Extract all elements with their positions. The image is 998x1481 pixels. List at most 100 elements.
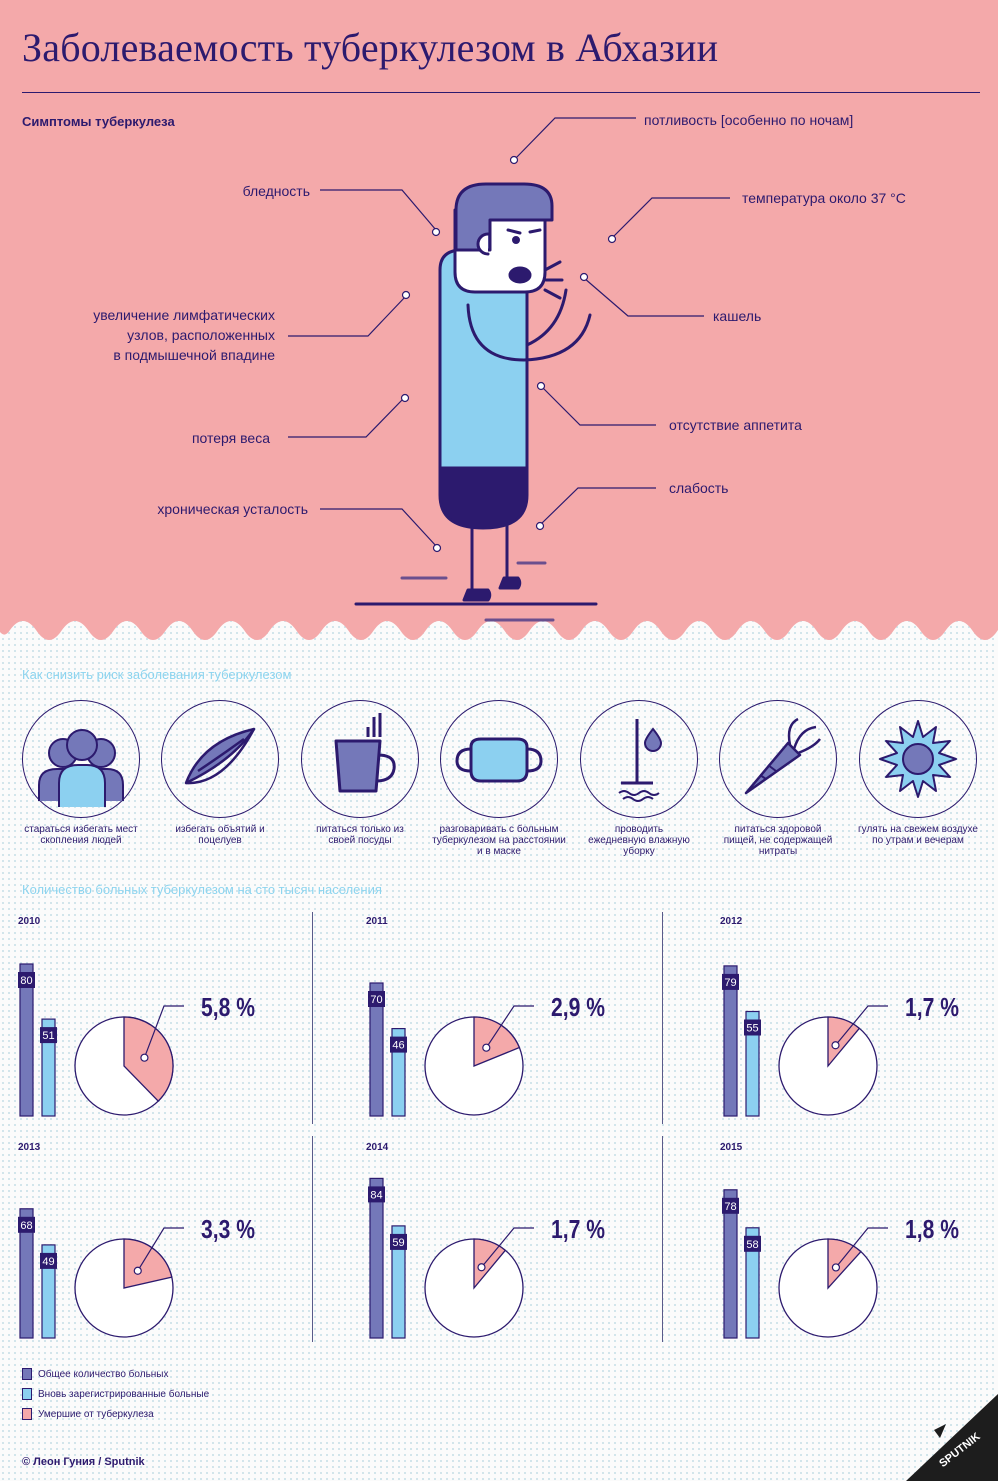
bar-total-2010 [19, 963, 34, 1117]
prevention-item-kisses [161, 700, 279, 818]
bar-total-label-bg [722, 1197, 739, 1214]
symptom-lymph-line3: в подмышечной впадине [113, 347, 275, 363]
bar-total-2015 [723, 1189, 738, 1339]
bar-new-value-2012: 55 [746, 1023, 758, 1035]
symptom-lymph-line1: увеличение лимфатических [93, 307, 275, 323]
prevention-caption-fresh-air: гулять на свежем воздухе по утрам и вече… [843, 824, 993, 846]
bar-total-value-2015: 78 [724, 1201, 736, 1213]
bar-new-value-2011: 46 [392, 1040, 404, 1052]
pie-callout-dot [133, 1266, 142, 1275]
sun-icon [859, 700, 977, 818]
legend-item-new: Вновь зарегистрированные больные [22, 1387, 209, 1401]
legend-swatch [22, 1368, 32, 1380]
bar-total-label-bg [722, 973, 739, 990]
lips-icon [161, 700, 279, 818]
legend-label: Общее количество больных [38, 1368, 169, 1380]
bar-new-value-2014: 59 [392, 1237, 404, 1249]
prevention-item-fresh-air [859, 700, 977, 818]
caption-line: проводить [614, 824, 664, 835]
bar-new-label-bg [390, 1233, 407, 1250]
deaths-percent-2011: 2,9 % [551, 992, 605, 1022]
caption-line: гулять на свежем воздухе [858, 824, 978, 835]
pie-callout-line [481, 1227, 534, 1268]
prevention-caption-cleaning: проводить ежедневную влажную уборку [564, 824, 714, 857]
pie-slice-deaths-2013 [123, 1238, 173, 1289]
year-label-2014: 2014 [366, 1142, 389, 1153]
bar-new-label-bg [744, 1235, 761, 1252]
caption-line: туберкулезом на расстоянии [432, 835, 566, 846]
symptoms-panel [0, 0, 998, 640]
title-divider [22, 92, 980, 93]
pie-callout-dot [831, 1263, 841, 1272]
legend-label: Вновь зарегистрированные больные [38, 1388, 210, 1400]
caption-line: уборку [623, 846, 655, 857]
prevention-caption-kisses: избегать объятий и поцелуев [145, 824, 295, 846]
pie-slice-deaths-2015 [827, 1238, 862, 1290]
pie-callout-line [137, 1227, 184, 1272]
caption-line: по утрам и вечерам [872, 835, 964, 846]
bar-total-2012 [723, 965, 738, 1117]
cup-icon [301, 700, 419, 818]
prevention-heading: Как снизить риск заболевания туберкулезо… [22, 667, 292, 682]
pie-callout-line [143, 1005, 184, 1058]
pie-callout-dot [140, 1053, 149, 1062]
credit: © Леон Гуния / Sputnik [22, 1456, 145, 1468]
prevention-item-crowds [22, 700, 140, 818]
symptoms-heading: Симптомы туберкулеза [22, 114, 175, 129]
pie-callout-line [835, 1227, 888, 1268]
legend-swatch [22, 1388, 32, 1400]
pie-callout-line [835, 1005, 888, 1046]
legend-swatch [22, 1408, 32, 1420]
pie-callout-dot [477, 1263, 486, 1272]
caption-line: своей посуды [328, 835, 392, 846]
bar-total-label-bg [18, 1216, 35, 1233]
pie-callout-dot [831, 1041, 840, 1050]
coughing-person-illustration [354, 182, 598, 622]
page-title: Заболеваемость туберкулезом в Абхазии [22, 25, 719, 70]
bar-total-value-2010: 80 [20, 975, 32, 987]
legend-label: Умершие от туберкулеза [38, 1408, 154, 1420]
deaths-percent-2015: 1,8 % [905, 1214, 959, 1244]
year-label-2012: 2012 [720, 916, 743, 927]
year-label-2010: 2010 [18, 916, 41, 927]
sputnik-logo: SPUTNIK [906, 1394, 998, 1481]
caption-line: питаться только из [316, 824, 404, 835]
stats-heading: Количество больных туберкулезом на сто т… [22, 882, 382, 897]
bar-total-label-bg [368, 991, 385, 1007]
bar-new-label-bg [40, 1252, 57, 1269]
bar-new-2015 [745, 1227, 760, 1339]
symptom-leader-dots [400, 155, 617, 553]
chart-2015: 78 58 1,8 % [722, 1189, 959, 1339]
prevention-item-cleaning [580, 700, 698, 818]
symptom-no-appetite: отсутствие аппетита [669, 417, 802, 433]
bar-new-2014 [391, 1225, 406, 1339]
caption-line: скопления людей [40, 835, 122, 846]
column-divider [312, 1136, 313, 1342]
legend-item-total: Общее количество больных [22, 1367, 169, 1381]
chart-2014: 84 59 1,7 % [368, 1177, 605, 1339]
column-divider [662, 912, 663, 1124]
deaths-percent-2012: 1,7 % [905, 992, 959, 1022]
bar-total-label-bg [18, 972, 35, 988]
symptom-chronic-fatigue: хроническая усталость [157, 501, 308, 517]
bar-new-2012 [745, 1010, 760, 1117]
bar-new-2010 [41, 1018, 56, 1117]
caption-line: и в маске [477, 846, 521, 857]
bar-new-value-2013: 49 [42, 1256, 54, 1268]
chart-2013: 68 49 3,3 % [18, 1208, 255, 1339]
symptom-sweating: потливость [особенно по ночам] [644, 112, 854, 128]
pie-callout-line [485, 1005, 534, 1049]
pie-slice-deaths-2014 [473, 1238, 507, 1290]
prevention-item-food [719, 700, 837, 818]
column-divider [312, 912, 313, 1124]
mop-icon [580, 700, 698, 818]
symptom-weakness: слабость [669, 480, 729, 496]
symptom-lymph-line2: узлов, расположенных [127, 327, 275, 343]
chart-2012: 79 55 1,7 % [722, 965, 959, 1117]
bar-new-value-2010: 51 [42, 1030, 54, 1042]
chart-2010: 80 51 5,8 % [18, 963, 255, 1117]
prevention-item-mask [440, 700, 558, 818]
bar-total-2013 [19, 1208, 34, 1339]
year-label-2013: 2013 [18, 1142, 41, 1153]
symptom-cough: кашель [713, 308, 762, 324]
